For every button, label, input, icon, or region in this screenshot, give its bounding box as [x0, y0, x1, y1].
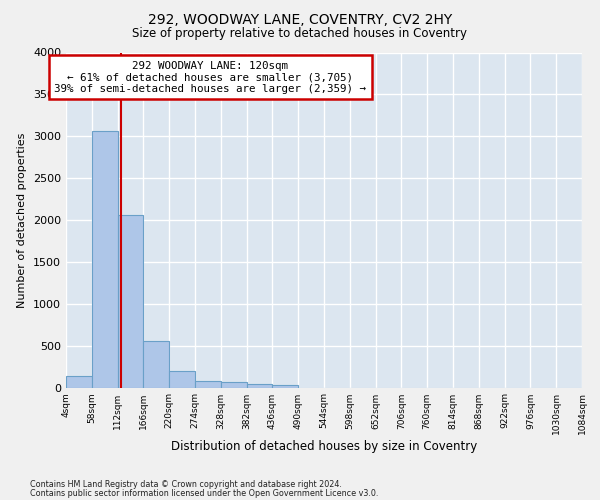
Bar — [169, 371, 195, 388]
Text: Contains HM Land Registry data © Crown copyright and database right 2024.: Contains HM Land Registry data © Crown c… — [30, 480, 342, 489]
Bar — [221, 382, 247, 388]
X-axis label: Distribution of detached houses by size in Coventry: Distribution of detached houses by size … — [171, 440, 477, 453]
Bar — [272, 385, 298, 388]
Bar — [247, 384, 272, 388]
Bar — [143, 340, 169, 388]
Bar — [195, 381, 221, 388]
Y-axis label: Number of detached properties: Number of detached properties — [17, 132, 28, 308]
Bar — [92, 131, 118, 388]
Bar — [118, 215, 143, 388]
Text: 292 WOODWAY LANE: 120sqm
← 61% of detached houses are smaller (3,705)
39% of sem: 292 WOODWAY LANE: 120sqm ← 61% of detach… — [55, 61, 367, 94]
Text: 292, WOODWAY LANE, COVENTRY, CV2 2HY: 292, WOODWAY LANE, COVENTRY, CV2 2HY — [148, 12, 452, 26]
Text: Size of property relative to detached houses in Coventry: Size of property relative to detached ho… — [133, 28, 467, 40]
Text: Contains public sector information licensed under the Open Government Licence v3: Contains public sector information licen… — [30, 488, 379, 498]
Bar — [66, 376, 92, 388]
